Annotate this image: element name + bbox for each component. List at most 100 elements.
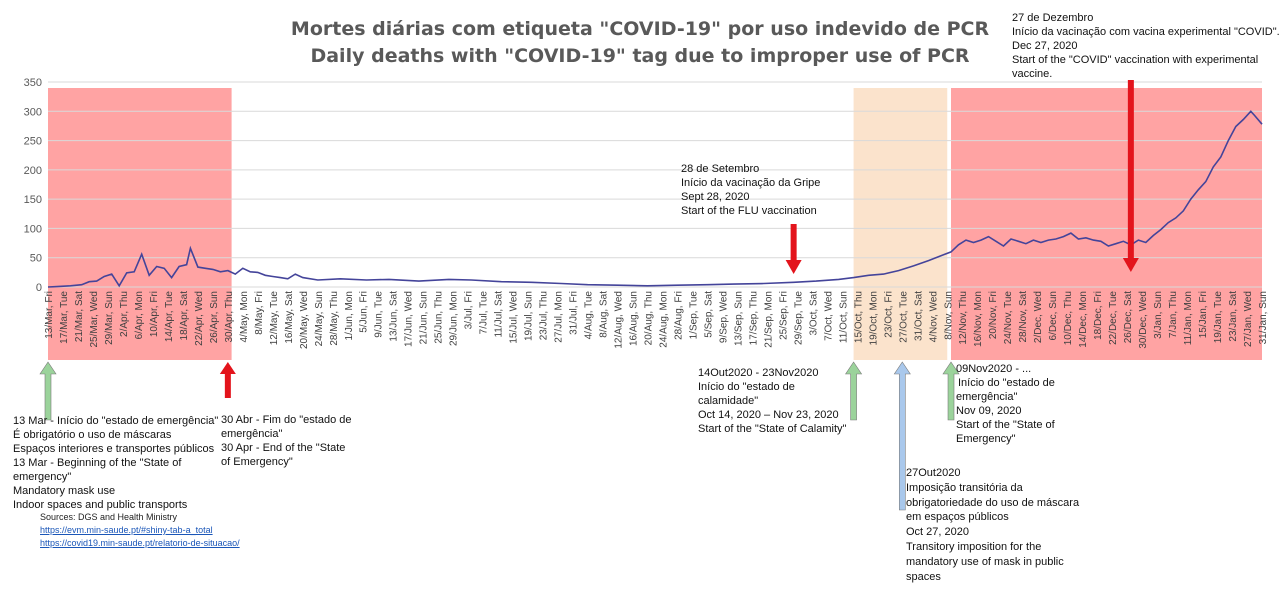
gridlines xyxy=(48,81,1262,288)
x-tick-label: 7/Jul, Tue xyxy=(479,291,490,335)
note-mask: 27Out2020 Imposição transitória da obrigat… xyxy=(906,467,1080,583)
x-tick-label: 26/Apr, Sun xyxy=(209,291,220,343)
x-tick-label: 7/Oct, Wed xyxy=(823,291,834,341)
x-tick-label: 19/Oct, Mon xyxy=(868,291,879,345)
x-tick-label: 16/Nov, Mon xyxy=(973,291,984,347)
arrow-green-2020-03-13 xyxy=(39,361,57,421)
x-tick-label: 7/Jan, Thu xyxy=(1168,291,1179,338)
y-tick-label: 350 xyxy=(24,77,42,89)
note-flu: 28 de Setembro Início da vacinação da Gri… xyxy=(681,163,821,217)
x-tick-label: 29/Jun, Mon xyxy=(449,291,460,346)
x-tick-label: 1/Jun, Mon xyxy=(344,291,355,340)
x-tick-label: 6/Apr, Mon xyxy=(134,291,145,339)
x-tick-label: 22/Dec, Tue xyxy=(1108,291,1119,345)
x-tick-label: 15/Jul, Wed xyxy=(509,291,520,344)
x-tick-label: 25/Jun, Thu xyxy=(434,291,445,344)
x-tick-label: 8/May, Fri xyxy=(254,291,265,335)
x-tick-label: 13/Mar, Fri xyxy=(44,291,55,339)
x-tick-label: 11/Oct, Sun xyxy=(838,291,849,343)
arrow-green-2020-11-09 xyxy=(942,361,960,421)
x-tick-label: 28/Aug, Fri xyxy=(673,291,684,340)
arrow-green-2020-10-14 xyxy=(845,361,863,421)
x-tick-label: 14/Dec, Mon xyxy=(1078,291,1089,348)
x-tick-label: 12/Aug, Wed xyxy=(614,291,625,349)
x-tick-label: 29/Mar, Sun xyxy=(104,291,115,345)
x-tick-label: 24/Aug, Mon xyxy=(658,291,669,348)
y-tick-label: 50 xyxy=(30,253,42,265)
chart-title-en: Daily deaths with "COVID-19" tag due to … xyxy=(310,45,970,67)
x-tick-label: 23/Oct, Fri xyxy=(883,291,894,338)
x-tick-label: 17/Mar, Tue xyxy=(59,291,70,344)
x-tick-label: 5/Sep, Sat xyxy=(703,291,714,338)
x-tick-label: 12/Nov, Thu xyxy=(958,291,969,345)
x-tick-label: 12/May, Tue xyxy=(269,291,280,346)
x-tick-label: 4/Aug, Tue xyxy=(584,291,595,340)
x-tick-label: 9/Jun, Tue xyxy=(374,291,385,338)
x-tick-label: 10/Apr, Fri xyxy=(149,291,160,337)
x-tick-label: 16/May, Sat xyxy=(284,291,295,344)
y-tick-label: 100 xyxy=(24,223,42,235)
x-tick-label: 23/Jul, Thu xyxy=(539,291,550,340)
sources: Sources: DGS and Health Ministry https:/… xyxy=(40,511,240,550)
x-tick-label: 8/Aug, Sat xyxy=(599,291,610,338)
arrow-red-2020-04-30 xyxy=(219,362,236,398)
period-bands xyxy=(48,88,1262,360)
x-tick-label: 18/Apr, Sat xyxy=(179,291,190,341)
x-tick-label: 31/Jan, Sun xyxy=(1258,291,1269,344)
x-tick-label: 20/Aug, Thu xyxy=(644,291,655,345)
band-emergency-2 xyxy=(951,88,1262,360)
x-tick-label: 2/Apr, Thu xyxy=(119,291,130,337)
x-tick-label: 8/Nov, Sun xyxy=(943,291,954,340)
x-tick-label: 17/Jun, Wed xyxy=(404,291,415,347)
x-tick-label: 31/Jul, Fri xyxy=(569,291,580,335)
event-arrows xyxy=(39,80,1139,511)
band-calamity-1 xyxy=(853,88,948,360)
note-end-emergency: 30 Abr - Fim do "estado de emergência" 30 … xyxy=(221,414,352,468)
x-tick-label: 3/Jul, Fri xyxy=(464,291,475,329)
source-link-2[interactable]: https://covid19.min-saude.pt/relatorio-d… xyxy=(40,538,240,548)
x-tick-label: 21/Jun, Sun xyxy=(419,291,430,344)
note-emergency-2: 09Nov2020 - ... Início do "estado de emer… xyxy=(956,363,1055,445)
x-tick-label: 21/Sep, Mon xyxy=(763,291,774,348)
y-tick-label: 200 xyxy=(24,165,42,177)
x-tick-label: 14/Apr, Tue xyxy=(164,291,175,343)
x-tick-label: 11/Jul, Sat xyxy=(494,291,505,338)
x-tick-label: 4/Nov, Wed xyxy=(928,291,939,342)
x-tick-label: 4/May, Mon xyxy=(239,291,250,343)
x-tick-label: 19/Jan, Tue xyxy=(1213,291,1224,344)
deaths-line xyxy=(47,110,1263,288)
x-axis: 13/Mar, Fri 17/Mar, Tue 21/Mar, Sat 25/Mar,… xyxy=(44,291,1269,349)
source-link-1[interactable]: https://evm.min-saude.pt/#shiny-tab-a_to… xyxy=(40,525,213,535)
x-tick-label: 22/Apr, Wed xyxy=(194,291,205,346)
x-tick-label: 27/Jan, Wed xyxy=(1243,291,1254,347)
y-tick-label: 300 xyxy=(24,106,42,118)
x-tick-label: 13/Jun, Sat xyxy=(389,291,400,342)
x-tick-label: 15/Oct, Thu xyxy=(853,291,864,343)
x-tick-label: 1/Sep, Tue xyxy=(688,291,699,340)
x-tick-label: 31/Oct, Sat xyxy=(913,291,924,341)
x-tick-label: 27/Jul, Mon xyxy=(554,291,565,343)
note-calamity: 14Out2020 - 23Nov2020 Início do "estado d… xyxy=(698,367,847,435)
x-tick-label: 27/Oct, Tue xyxy=(898,291,909,343)
x-tick-label: 26/Dec, Sat xyxy=(1123,291,1134,343)
sources-label: Sources: DGS and Health Ministry xyxy=(40,512,178,522)
x-tick-label: 19/Jul, Sun xyxy=(524,291,535,341)
x-tick-label: 25/Sep, Fri xyxy=(778,291,789,340)
x-tick-label: 28/May, Thu xyxy=(329,291,340,346)
x-tick-label: 28/Nov, Sat xyxy=(1018,291,1029,343)
arrow-red-2020-09-28 xyxy=(785,224,802,274)
arrow-blue-2020-10-27 xyxy=(893,361,911,511)
x-tick-label: 10/Dec, Thu xyxy=(1063,291,1074,345)
x-tick-label: 15/Jan, Fri xyxy=(1198,291,1209,338)
y-tick-label: 250 xyxy=(24,136,42,148)
x-tick-label: 9/Sep, Wed xyxy=(718,291,729,343)
y-tick-label: 150 xyxy=(24,194,42,206)
x-tick-label: 2/Dec, Wed xyxy=(1033,291,1044,343)
x-tick-label: 20/May, Wed xyxy=(299,291,310,349)
x-tick-label: 11/Jan, Mon xyxy=(1183,291,1194,345)
x-tick-label: 5/Jun, Fri xyxy=(359,291,370,333)
x-tick-label: 24/Nov, Tue xyxy=(1003,291,1014,345)
x-tick-label: 23/Jan, Sat xyxy=(1228,291,1239,342)
x-tick-label: 29/Sep, Tue xyxy=(793,291,804,345)
